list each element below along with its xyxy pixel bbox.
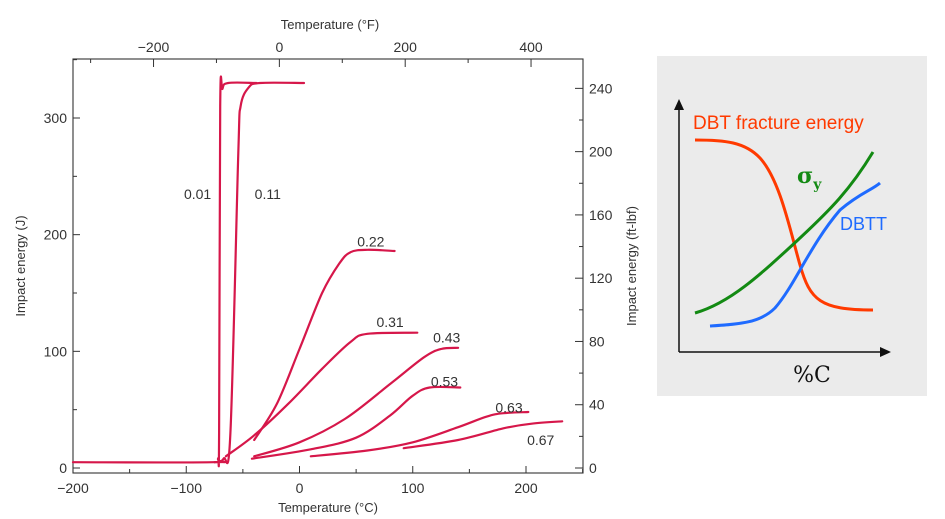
curve-label: 0.22 [357, 234, 384, 250]
y-right-tick-label: 240 [589, 80, 613, 96]
x-tick-label: 100 [401, 480, 425, 496]
inset-x-axis-label: %C [793, 363, 831, 388]
dbt-fracture-energy-label: DBT fracture energy [693, 113, 864, 134]
sigma-y-curve [694, 151, 875, 315]
dbt-fracture-energy-curve [694, 138, 874, 312]
y-axis-left-ticks: 0 100 200 300 [44, 59, 80, 476]
curves-group: 0.01 0.11 0.22 0.31 0.43 0.53 0.63 0.67 [71, 75, 564, 468]
curve-label: 0.43 [433, 329, 460, 345]
curve-0-53 [250, 385, 462, 460]
y-axis-label: Impact energy (J) [13, 215, 28, 316]
x-tick-label: 0 [296, 480, 304, 496]
x-top-tick-label: 400 [519, 39, 543, 55]
y-tick-label: 0 [59, 460, 67, 476]
curve-0-31 [224, 331, 419, 458]
y-axis-right-label: Impact energy (ft-lbf) [624, 206, 639, 326]
sigma-y-label: σy [797, 163, 822, 193]
y-tick-label: 300 [44, 110, 68, 126]
plot-frame [72, 58, 584, 474]
x-top-tick-label: 0 [275, 39, 283, 55]
inset-background [657, 56, 927, 396]
x-tick-label: −100 [170, 480, 202, 496]
x-tick-label: 200 [514, 480, 538, 496]
y-axis-right-ticks: 0 40 80 120 160 200 240 [575, 80, 613, 476]
y-tick-label: 100 [44, 343, 68, 359]
curve-label: 0.67 [527, 432, 554, 448]
curve-label: 0.11 [255, 186, 281, 202]
curve-label: 0.01 [184, 186, 211, 202]
curve-0-67 [402, 420, 564, 450]
x-top-tick-label: 200 [394, 39, 418, 55]
curve-0-11 [213, 81, 306, 465]
curve-0-22 [253, 248, 396, 442]
curve-0-43 [253, 346, 460, 458]
x-axis-top-ticks: −200 0 200 400 [90, 39, 543, 67]
curve-label: 0.53 [431, 374, 458, 390]
y-right-tick-label: 120 [589, 270, 613, 286]
inset-x-arrowhead [880, 347, 891, 357]
y-right-tick-label: 40 [589, 397, 605, 413]
curve-0-01 [71, 75, 258, 468]
x-axis-top-label: Temperature (°F) [281, 17, 379, 32]
y-right-tick-label: 0 [589, 460, 597, 476]
curve-0-63 [309, 410, 530, 458]
inset-schematic: DBT fracture energy σy DBTT %C [657, 56, 927, 396]
dbtt-label: DBTT [840, 214, 887, 234]
y-tick-label: 200 [44, 227, 68, 243]
x-axis-bottom-ticks: −200 −100 0 100 200 [57, 466, 584, 496]
inset-y-arrowhead [674, 99, 684, 110]
dbtt-curve [709, 181, 881, 328]
curve-label: 0.63 [495, 399, 522, 415]
y-right-tick-label: 80 [589, 333, 605, 349]
y-right-tick-label: 200 [589, 144, 613, 160]
y-right-tick-label: 160 [589, 207, 613, 223]
x-top-tick-label: −200 [138, 39, 170, 55]
x-axis-label: Temperature (°C) [278, 500, 378, 515]
x-tick-label: −200 [57, 480, 89, 496]
curve-label: 0.31 [376, 314, 403, 330]
